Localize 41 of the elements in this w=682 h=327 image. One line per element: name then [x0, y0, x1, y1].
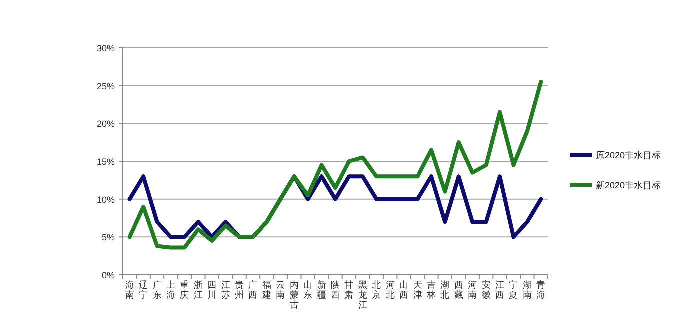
x-tick-label: 海南	[125, 280, 134, 300]
x-tick-label: 上海	[166, 280, 176, 300]
x-tick-label: 山东	[304, 280, 313, 300]
x-tick-label: 广西	[248, 280, 258, 300]
legend-label: 原2020非水目标	[596, 150, 662, 160]
y-tick-label: 5%	[102, 232, 115, 243]
y-tick-label: 25%	[96, 81, 115, 92]
x-tick-label: 湖北	[440, 280, 450, 300]
y-tick-label: 0%	[102, 270, 115, 280]
x-tick-label: 内蒙古	[290, 280, 299, 310]
x-tick-label: 陕西	[331, 280, 340, 300]
x-tick-label: 四川	[208, 280, 217, 300]
y-tick-label: 30%	[96, 44, 115, 54]
x-tick-label: 山西	[400, 280, 409, 300]
x-tick-label: 广东	[152, 280, 162, 300]
x-tick-label: 安徽	[482, 280, 491, 300]
x-tick-label: 辽宁	[139, 280, 148, 300]
x-tick-label: 重庆	[180, 280, 190, 300]
x-tick-label: 西藏	[454, 280, 464, 300]
x-tick-label: 北京	[372, 280, 382, 300]
x-tick-label: 江西	[496, 280, 505, 300]
x-tick-label: 福建	[261, 280, 272, 300]
x-tick-label: 黑龙江	[358, 280, 368, 310]
line-series	[128, 80, 544, 250]
x-tick-label: 贵州	[235, 280, 244, 300]
y-tick-label: 10%	[96, 194, 115, 205]
x-tick-label: 湖南	[522, 280, 532, 300]
x-tick-label: 江苏	[221, 280, 230, 300]
x-tick-label: 云南	[276, 280, 286, 300]
x-tick-label: 河南	[468, 280, 478, 300]
x-tick-label: 天津	[413, 280, 422, 300]
x-tick-label: 青海	[536, 280, 546, 300]
legend-label: 新2020非水目标	[596, 180, 662, 190]
x-tick-label: 甘肃	[344, 280, 354, 300]
y-tick-label: 20%	[96, 119, 115, 130]
x-tick-label: 宁夏	[509, 280, 518, 300]
x-tick-label: 浙江	[194, 280, 203, 300]
x-tick-label: 新疆	[317, 280, 326, 300]
y-tick-label: 15%	[96, 157, 115, 167]
x-tick-label: 吉林	[426, 280, 436, 300]
x-tick-label: 河北	[386, 280, 395, 300]
